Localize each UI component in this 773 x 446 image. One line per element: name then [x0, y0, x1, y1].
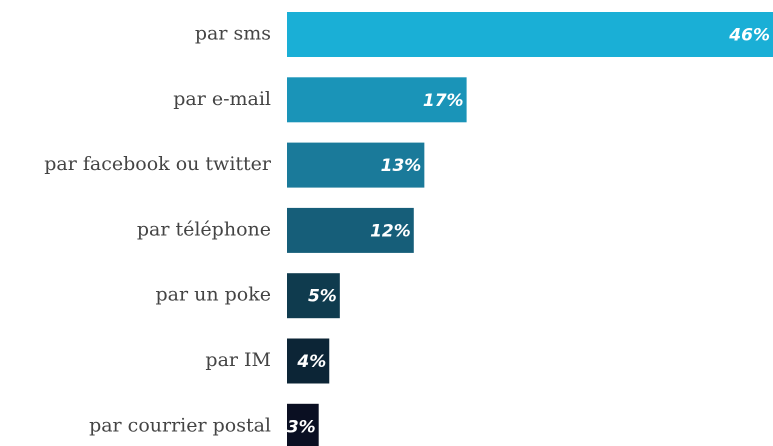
- bar: [287, 77, 467, 123]
- bar: [287, 338, 330, 384]
- bar: [287, 12, 773, 57]
- value-label: 17%: [423, 91, 464, 111]
- value-label: 4%: [296, 352, 326, 372]
- category-label: par e-mail: [173, 88, 271, 110]
- category-label: par IM: [205, 349, 271, 371]
- category-label: par sms: [195, 23, 271, 45]
- value-label: 46%: [728, 26, 770, 46]
- bar: [287, 273, 340, 319]
- category-label: par un poke: [156, 284, 271, 306]
- category-label: par facebook ou twitter: [44, 153, 272, 175]
- bar: [287, 403, 319, 446]
- value-label: 13%: [381, 156, 422, 176]
- category-label: par courrier postal: [89, 414, 271, 436]
- bar: [287, 207, 414, 253]
- value-label: 5%: [308, 287, 337, 307]
- bar: [287, 142, 425, 188]
- category-label: par téléphone: [137, 218, 271, 240]
- value-label: 12%: [370, 221, 411, 241]
- value-label: 3%: [287, 417, 316, 437]
